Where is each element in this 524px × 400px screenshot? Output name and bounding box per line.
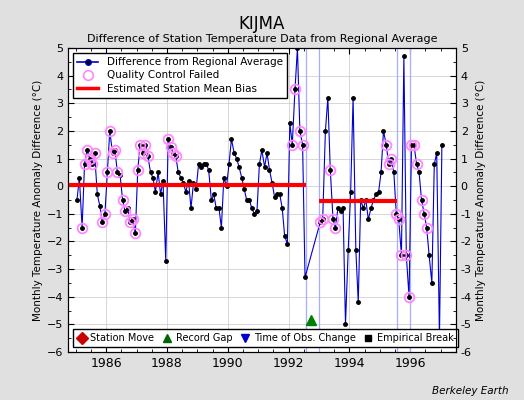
Y-axis label: Monthly Temperature Anomaly Difference (°C): Monthly Temperature Anomaly Difference (… xyxy=(32,79,42,321)
Title: KIJMA: KIJMA xyxy=(239,14,285,32)
Text: Berkeley Earth: Berkeley Earth xyxy=(432,386,508,396)
Text: Difference of Station Temperature Data from Regional Average: Difference of Station Temperature Data f… xyxy=(87,34,437,44)
Y-axis label: Monthly Temperature Anomaly Difference (°C): Monthly Temperature Anomaly Difference (… xyxy=(476,79,486,321)
Legend: Station Move, Record Gap, Time of Obs. Change, Empirical Break: Station Move, Record Gap, Time of Obs. C… xyxy=(73,329,458,347)
